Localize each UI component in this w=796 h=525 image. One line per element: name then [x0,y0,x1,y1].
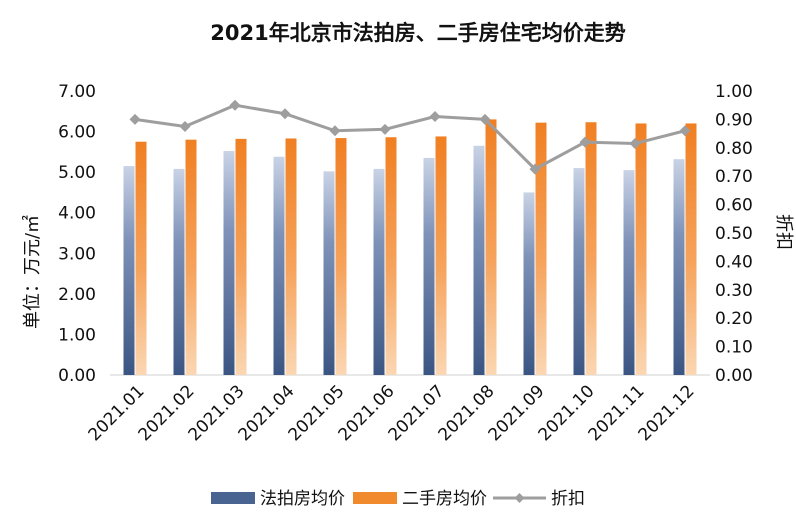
resale-price-bar [635,123,647,375]
discount-point [379,123,391,135]
discount-point [579,136,591,148]
legend-label-auction: 法拍房均价 [260,489,345,509]
discount-line [134,103,686,171]
legend-marker-discount [514,493,525,503]
discount-point [279,108,291,120]
right-axis-label: 折扣 [773,214,794,250]
auction-price-bar [223,151,235,375]
legend: 法拍房均价 二手房均价 折扣 [211,489,585,509]
left-y-tick-label: 1.00 [58,325,96,345]
legend-swatch-resale [353,492,397,504]
right-y-tick-label: 0.30 [715,281,753,301]
auction-price-bar [523,192,535,375]
auction-price-bar [323,171,335,375]
right-y-tick-label: 0.50 [715,224,753,244]
left-y-tick-label: 4.00 [58,204,96,224]
left-y-tick-label: 0.00 [58,366,96,386]
auction-price-bar [173,168,185,375]
resale-price-bar [385,137,397,375]
left-y-tick-label: 2.00 [58,285,96,305]
resale-price-bar [335,138,347,375]
discount-point [529,163,541,175]
resale-price-bar [285,138,297,375]
chart-title: 2021年北京市法拍房、二手房住宅均价走势 [210,21,625,45]
left-y-tick-label: 6.00 [58,123,96,143]
discount-point [229,99,241,111]
auction-price-bar [623,170,635,375]
resale-price-bar [585,122,597,376]
discount-point [629,138,641,150]
auction-price-bar [373,168,385,375]
resale-price-bar [235,138,247,375]
auction-price-bar [273,156,285,375]
left-y-tick-label: 5.00 [58,163,96,183]
right-y-tick-label: 0.20 [715,309,753,329]
resale-price-bar [435,136,447,375]
left-y-tick-label: 7.00 [58,82,96,102]
legend-label-discount: 折扣 [551,489,585,509]
right-y-tick-label: 0.60 [715,196,753,216]
resale-price-bar [485,119,497,376]
x-tick-label: 2021.12 [635,381,699,445]
left-axis-label: 单位：万元/㎡ [21,215,43,329]
discount-point [679,125,691,137]
resale-price-bar [185,139,197,375]
plot-area: 0.00 1.00 2.00 3.00 4.00 5.00 6.00 7.00 0.00 0.10… [58,82,753,445]
discount-point [429,111,441,123]
right-y-tick-label: 0.70 [715,167,753,187]
right-y-tick-label: 1.00 [715,82,753,102]
resale-price-bar [135,141,147,375]
right-y-tick-label: 0.80 [715,139,753,159]
discount-point [329,125,341,137]
right-y-tick-label: 0.40 [715,252,753,272]
resale-price-bar [685,123,697,375]
auction-price-bar [573,168,585,375]
resale-price-bar [535,122,547,375]
right-y-tick-label: 0.10 [715,338,753,358]
right-y-tick-label: 0.90 [715,110,753,130]
auction-price-bar [673,159,685,375]
auction-price-bar [473,145,485,375]
auction-price-bar [423,157,435,375]
legend-swatch-auction [211,492,255,504]
right-y-tick-label: 0.00 [715,366,753,386]
legend-label-resale: 二手房均价 [402,489,487,509]
discount-point [479,113,491,125]
left-y-tick-label: 3.00 [58,244,96,264]
auction-price-bar [123,166,135,375]
discount-point [179,121,191,132]
discount-point [129,113,141,125]
